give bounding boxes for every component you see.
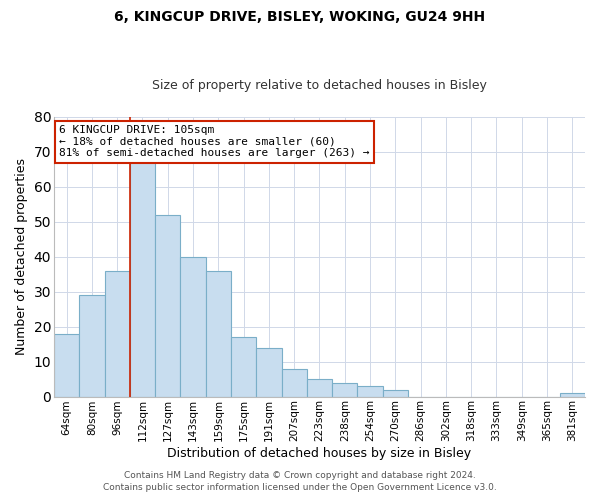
- Text: Contains HM Land Registry data © Crown copyright and database right 2024.
Contai: Contains HM Land Registry data © Crown c…: [103, 471, 497, 492]
- Bar: [281, 368, 307, 396]
- Bar: [104, 270, 130, 396]
- Bar: [155, 214, 181, 396]
- Bar: [54, 334, 79, 396]
- Bar: [307, 379, 332, 396]
- Title: Size of property relative to detached houses in Bisley: Size of property relative to detached ho…: [152, 79, 487, 92]
- Bar: [206, 270, 231, 396]
- Bar: [332, 382, 358, 396]
- Text: 6 KINGCUP DRIVE: 105sqm
← 18% of detached houses are smaller (60)
81% of semi-de: 6 KINGCUP DRIVE: 105sqm ← 18% of detache…: [59, 125, 370, 158]
- Bar: [383, 390, 408, 396]
- Y-axis label: Number of detached properties: Number of detached properties: [15, 158, 28, 355]
- Bar: [79, 295, 104, 396]
- Bar: [560, 393, 585, 396]
- Bar: [256, 348, 281, 397]
- Bar: [231, 337, 256, 396]
- X-axis label: Distribution of detached houses by size in Bisley: Distribution of detached houses by size …: [167, 447, 472, 460]
- Bar: [358, 386, 383, 396]
- Bar: [130, 162, 155, 396]
- Bar: [181, 256, 206, 396]
- Text: 6, KINGCUP DRIVE, BISLEY, WOKING, GU24 9HH: 6, KINGCUP DRIVE, BISLEY, WOKING, GU24 9…: [115, 10, 485, 24]
